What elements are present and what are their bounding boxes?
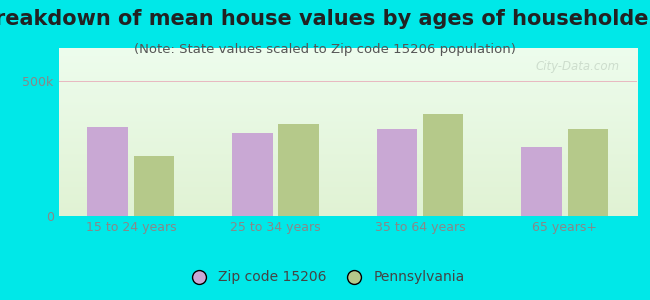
Bar xyxy=(423,114,463,216)
Bar xyxy=(278,124,319,216)
Bar xyxy=(232,134,272,216)
Text: Breakdown of mean house values by ages of householders: Breakdown of mean house values by ages o… xyxy=(0,9,650,29)
Text: City-Data.com: City-Data.com xyxy=(536,60,619,73)
Bar xyxy=(134,156,174,216)
Bar xyxy=(567,129,608,216)
Bar xyxy=(376,129,417,216)
Bar xyxy=(521,147,562,216)
Bar xyxy=(87,127,128,216)
Text: (Note: State values scaled to Zip code 15206 population): (Note: State values scaled to Zip code 1… xyxy=(134,44,516,56)
Legend: Zip code 15206, Pennsylvania: Zip code 15206, Pennsylvania xyxy=(179,265,471,290)
